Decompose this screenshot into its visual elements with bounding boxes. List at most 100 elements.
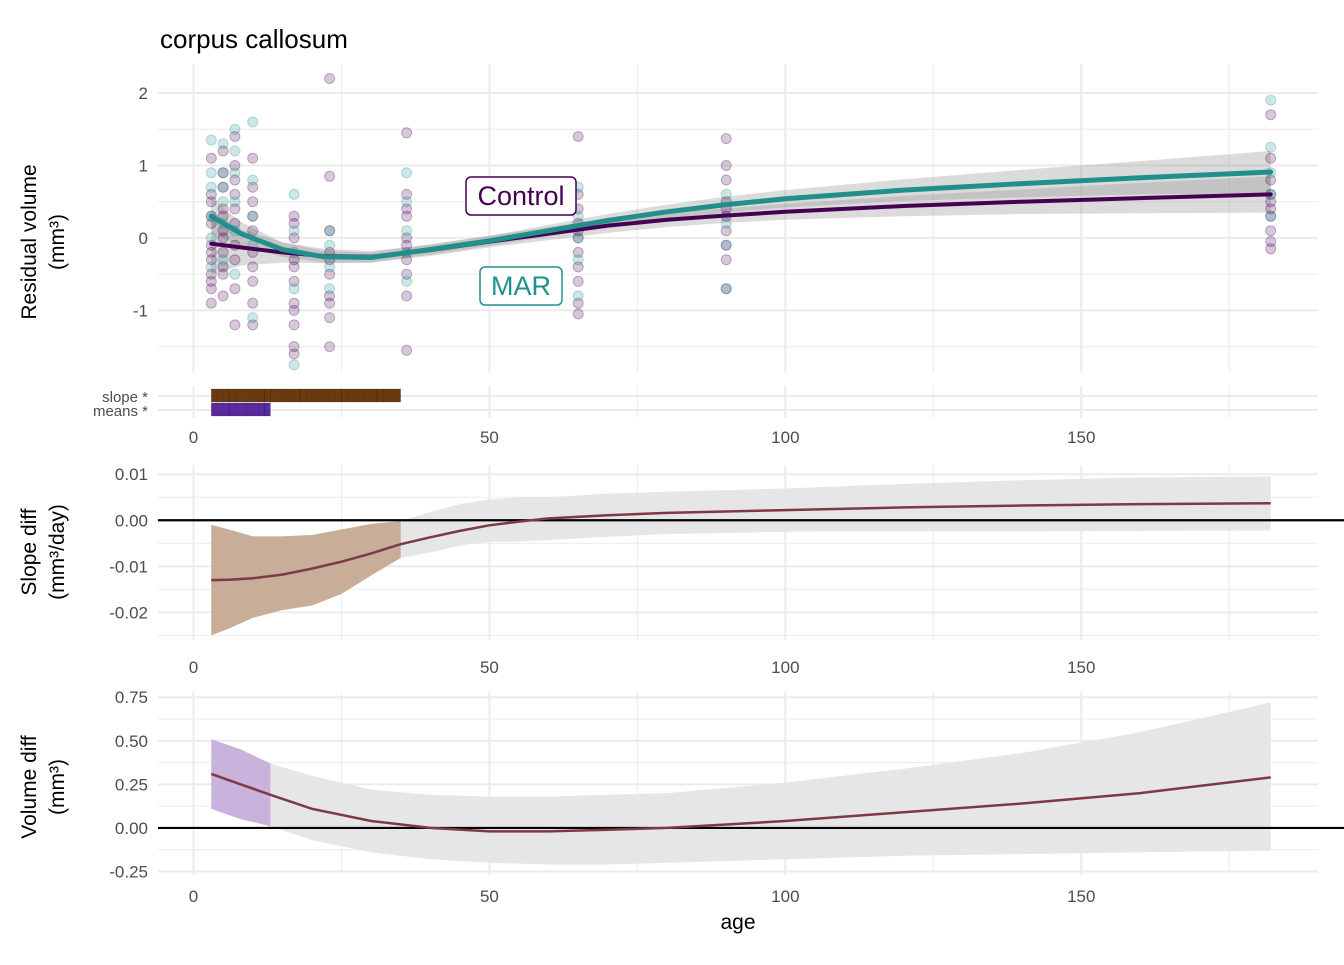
data-point-control <box>229 174 241 186</box>
volume-diff-line <box>210 772 1271 833</box>
data-point-control <box>401 232 413 244</box>
panel3-y-tick-label: -0.25 <box>109 863 148 882</box>
data-point-control <box>229 131 241 142</box>
significance-cell-slope <box>370 388 378 403</box>
panel1-y-tick-label: 0 <box>139 229 148 248</box>
panel3-x-tick-label: 50 <box>480 887 499 906</box>
significance-cell-slope <box>305 388 313 403</box>
data-point-control <box>217 232 229 244</box>
data-point-mar <box>720 283 732 295</box>
data-point-control <box>205 246 217 258</box>
series-label-mar-text: MAR <box>491 271 551 301</box>
data-point-mar <box>205 167 217 179</box>
panel3-y-axis-title: Volume diff (mm³) <box>18 735 69 839</box>
data-point-mar <box>229 196 241 208</box>
significance-cell-slope <box>228 388 236 403</box>
series-label-control: Control <box>465 176 577 216</box>
data-point-control <box>229 283 241 295</box>
panel2-y-tick-label: 0.01 <box>115 465 148 484</box>
data-point-mar <box>217 181 229 193</box>
panel3-y-tick-label: 0.25 <box>115 775 148 794</box>
data-point-control <box>720 174 732 186</box>
data-point-control <box>720 283 732 295</box>
data-point-mar <box>217 138 229 150</box>
data-point-control <box>205 275 217 287</box>
data-point-control <box>205 188 217 200</box>
data-point-control <box>247 152 259 164</box>
data-point-control <box>401 268 413 280</box>
panel2-x-tick-label: 100 <box>771 658 799 677</box>
data-point-control <box>1265 210 1277 222</box>
panel1-y-tick-label: 2 <box>139 84 148 103</box>
data-point-mar <box>572 254 584 266</box>
data-point-control <box>229 319 241 331</box>
panel3-y-tick-label: 0.75 <box>115 688 148 707</box>
data-point-control <box>401 210 413 222</box>
data-point-control <box>324 290 336 302</box>
data-point-mar <box>401 196 413 208</box>
data-point-control <box>324 170 336 182</box>
strip-label-slope: slope * <box>102 389 148 406</box>
data-point-control <box>401 290 413 302</box>
significance-cell-slope <box>311 388 319 403</box>
data-point-control <box>720 160 732 171</box>
slope-diff-line <box>211 501 1271 582</box>
significance-cell-slope <box>211 388 218 403</box>
data-point-control <box>247 319 259 331</box>
confidence-band-mar <box>211 151 1271 263</box>
significance-cell-means <box>216 402 224 417</box>
data-point-control <box>217 145 229 157</box>
data-point-mar <box>720 239 732 251</box>
data-point-mar <box>217 254 229 266</box>
data-point-mar <box>217 196 229 208</box>
data-point-control <box>720 225 732 237</box>
significance-cell-means <box>258 402 265 417</box>
significance-cell-slope <box>252 388 259 403</box>
data-point-control <box>324 268 336 280</box>
data-point-mar <box>229 268 241 280</box>
significance-cell-slope <box>341 388 348 403</box>
panel3-x-tick-label: 0 <box>189 887 198 906</box>
x-axis-title: age <box>720 911 755 934</box>
data-point-mar <box>720 188 732 200</box>
data-point-mar <box>1265 141 1277 153</box>
panel2-x-tick-label: 50 <box>480 658 499 677</box>
data-point-mar <box>288 283 300 295</box>
panel1-y-tick-label: -1 <box>133 301 148 320</box>
data-point-control <box>401 188 413 200</box>
panel1-y-axis-title: Residual volume (mm³) <box>18 164 69 319</box>
data-point-mar <box>1265 94 1277 106</box>
data-point-control <box>572 261 584 273</box>
data-point-control <box>1265 196 1277 208</box>
panel1-y-axis-title-line1: Residual volume <box>18 164 41 319</box>
data-point-mar <box>324 225 336 237</box>
series-label-control-text: Control <box>477 181 564 211</box>
significance-cell-slope <box>222 388 230 403</box>
data-point-mar <box>324 261 336 273</box>
strip-label-means: means * <box>93 403 148 420</box>
significance-cell-slope <box>358 388 366 403</box>
data-point-control <box>205 297 217 309</box>
data-point-mar <box>288 188 300 200</box>
data-point-control <box>1265 109 1277 121</box>
panel3-y-tick-label: 0.00 <box>115 819 148 838</box>
data-point-control <box>288 348 300 360</box>
significance-cell-slope <box>376 388 384 403</box>
significance-cell-slope <box>335 388 342 403</box>
data-point-control <box>1265 236 1277 248</box>
data-point-control <box>217 246 229 258</box>
data-point-control <box>288 261 300 273</box>
panel2-y-axis-title: Slope diff (mm³/day) <box>18 504 69 600</box>
significance-cell-slope <box>323 388 330 403</box>
volume-diff-significant-band <box>211 739 271 827</box>
significance-cell-slope <box>246 388 254 403</box>
series-label-mar: MAR <box>479 266 563 306</box>
data-point-mar <box>217 167 229 179</box>
significance-cell-means <box>264 402 271 417</box>
significance-cell-slope <box>382 388 390 403</box>
strip-x-tick-label: 150 <box>1067 428 1095 447</box>
significance-cell-means <box>228 402 236 417</box>
